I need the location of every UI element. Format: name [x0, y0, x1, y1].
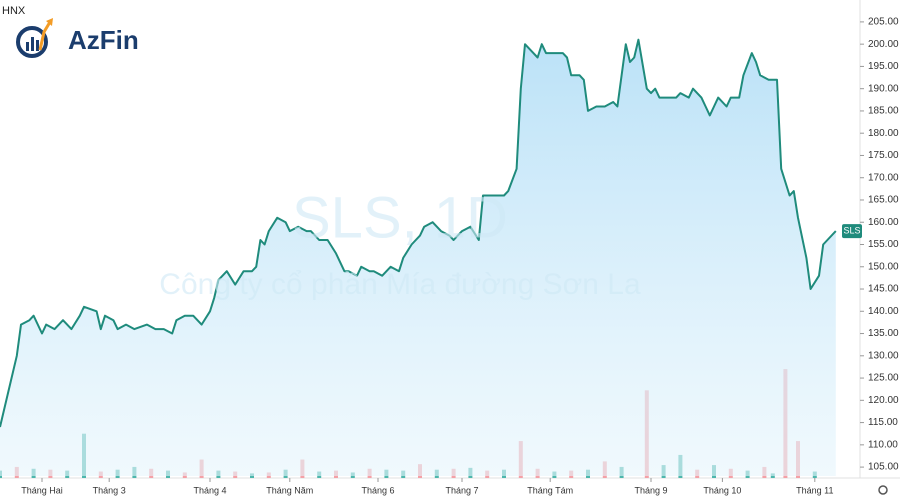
- y-tick-label: 150.00: [868, 261, 899, 272]
- x-tick-label: Tháng 9: [634, 485, 667, 495]
- price-line: [0, 38, 837, 428]
- x-tick-label: Tháng 4: [193, 485, 226, 495]
- exchange-label: HNX: [2, 5, 26, 17]
- y-tick-label: 175.00: [868, 150, 899, 161]
- y-tick-label: 125.00: [868, 373, 899, 384]
- y-tick-label: 180.00: [868, 128, 899, 139]
- settings-icon[interactable]: [878, 485, 888, 495]
- y-tick-label: 140.00: [868, 306, 899, 317]
- y-tick-label: 160.00: [868, 217, 899, 228]
- logo-ring: [16, 26, 48, 58]
- watermark-subtitle: Công ty cổ phần Mía đường Sơn La: [159, 268, 641, 301]
- logo-text: AzFin: [68, 25, 139, 55]
- x-tick-label: Tháng 11: [796, 485, 833, 495]
- x-tick-label: Tháng 3: [93, 485, 126, 495]
- y-tick-label: 185.00: [868, 106, 899, 117]
- y-tick-label: 135.00: [868, 328, 899, 339]
- y-tick-label: 165.00: [868, 195, 899, 206]
- y-tick-label: 105.00: [868, 462, 899, 473]
- price-label-box: [842, 224, 862, 239]
- y-tick-label: 205.00: [868, 17, 899, 28]
- y-tick-label: 155.00: [868, 239, 899, 250]
- y-tick-label: 120.00: [868, 395, 899, 406]
- x-tick-label: Tháng 7: [445, 485, 478, 495]
- gear-ring[interactable]: [878, 485, 888, 495]
- y-tick-label: 170.00: [868, 172, 899, 183]
- y-tick-label: 145.00: [868, 284, 899, 295]
- y-tick-label: 115.00: [868, 417, 898, 428]
- logo-arrowhead: [46, 18, 53, 26]
- logo-bar: [26, 42, 29, 51]
- logo-bar: [31, 37, 34, 51]
- y-tick-label: 195.00: [868, 61, 899, 72]
- x-tick-label: Tháng Hai: [21, 485, 63, 495]
- logo-arrow: [38, 21, 52, 51]
- y-tick-label: 110.00: [868, 439, 898, 450]
- price-area: [0, 39, 836, 476]
- x-tick-label: Tháng 10: [703, 485, 741, 495]
- x-tick-label: Tháng Năm: [266, 485, 313, 495]
- x-tick-label: Tháng 6: [361, 485, 394, 495]
- y-tick-label: 190.00: [868, 83, 899, 94]
- logo-bar: [36, 40, 39, 51]
- x-tick-label: Tháng Tám: [527, 485, 573, 495]
- price-label: SLS: [843, 226, 860, 236]
- y-tick-label: 200.00: [868, 39, 899, 50]
- logo: AzFin: [16, 18, 139, 58]
- watermark-title: SLS, 1D: [292, 185, 508, 250]
- y-tick-label: 130.00: [868, 350, 899, 361]
